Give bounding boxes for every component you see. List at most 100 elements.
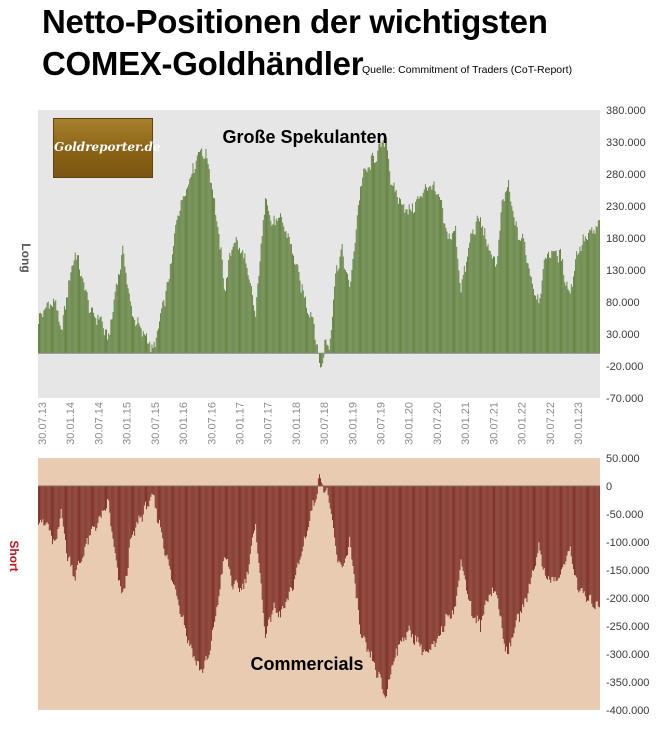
bar <box>583 486 585 592</box>
y-tick-label: 50.000 <box>606 453 640 465</box>
bar <box>240 253 242 354</box>
bar <box>360 186 361 354</box>
bar <box>468 247 470 354</box>
bar <box>89 312 91 354</box>
bar <box>585 486 587 602</box>
bar <box>164 486 166 556</box>
bar <box>387 150 389 354</box>
bar <box>482 226 484 354</box>
bar <box>55 300 57 354</box>
bar <box>45 486 47 524</box>
bar <box>436 486 438 639</box>
bar <box>87 486 89 545</box>
bar <box>180 486 182 617</box>
bar <box>348 486 350 548</box>
bar <box>82 486 84 558</box>
bar <box>344 269 346 354</box>
bar <box>161 308 163 354</box>
bar <box>327 486 329 496</box>
bar <box>378 144 380 354</box>
bar <box>75 259 77 354</box>
bar <box>328 349 330 354</box>
bar <box>509 191 511 354</box>
bar <box>122 245 124 354</box>
bar <box>139 326 141 354</box>
bar <box>435 486 437 643</box>
bar <box>222 278 224 354</box>
bar <box>191 173 193 354</box>
bar <box>119 486 120 581</box>
bar <box>562 258 564 354</box>
bar <box>416 199 418 354</box>
bar <box>502 486 504 639</box>
bar <box>247 486 249 575</box>
bar <box>125 272 127 354</box>
bar <box>582 234 584 354</box>
bar <box>540 293 542 354</box>
bar <box>74 486 76 581</box>
bar <box>146 333 147 354</box>
top-panel-label: Große Spekulanten <box>222 127 387 147</box>
bar <box>446 231 448 354</box>
bar <box>560 248 561 354</box>
bar <box>213 486 214 628</box>
bar <box>339 486 341 563</box>
bar <box>247 275 249 354</box>
bar <box>195 160 197 354</box>
bar <box>202 486 204 673</box>
date-tick-label: 30.07.13 <box>37 402 49 445</box>
bar <box>206 486 208 660</box>
bar <box>594 233 596 354</box>
y-tick-label: -300.000 <box>606 649 649 661</box>
bar <box>507 187 508 354</box>
bar <box>580 251 582 354</box>
bar <box>440 486 441 636</box>
bar <box>230 255 232 354</box>
y-tick-label: -400.000 <box>606 705 649 717</box>
bar <box>188 486 190 641</box>
bar <box>236 240 238 354</box>
bar <box>410 486 412 638</box>
bar <box>589 486 591 596</box>
bar <box>167 486 169 560</box>
bar <box>508 179 510 354</box>
bar <box>587 486 588 601</box>
bar <box>251 295 253 354</box>
bar <box>511 206 513 354</box>
bar <box>504 192 506 354</box>
bar <box>401 204 403 354</box>
bar <box>376 161 378 354</box>
bar <box>221 259 223 354</box>
bar <box>77 486 79 561</box>
bar <box>598 220 600 354</box>
y-tick-label: -350.000 <box>606 677 649 689</box>
bar <box>497 255 499 354</box>
bar <box>202 156 204 354</box>
bar <box>190 486 192 645</box>
bar <box>173 486 175 585</box>
bar <box>567 486 569 552</box>
bar <box>308 314 310 354</box>
bar <box>291 486 293 591</box>
bar <box>165 290 167 354</box>
bar <box>314 486 316 503</box>
bar <box>574 270 575 354</box>
date-tick-label: 30.01.19 <box>347 402 359 445</box>
bar <box>119 274 120 354</box>
bar <box>212 189 213 354</box>
bar <box>462 486 464 572</box>
bar <box>334 286 336 354</box>
bar <box>522 486 524 605</box>
bar <box>106 486 108 509</box>
bar <box>42 486 44 520</box>
bar <box>44 486 46 526</box>
bar <box>382 140 384 354</box>
bar <box>581 486 583 588</box>
bar <box>558 250 560 354</box>
bar <box>490 254 492 354</box>
bar <box>436 194 438 354</box>
bar <box>291 253 293 354</box>
bar <box>548 251 550 354</box>
bar <box>267 486 269 627</box>
bar <box>320 353 321 368</box>
